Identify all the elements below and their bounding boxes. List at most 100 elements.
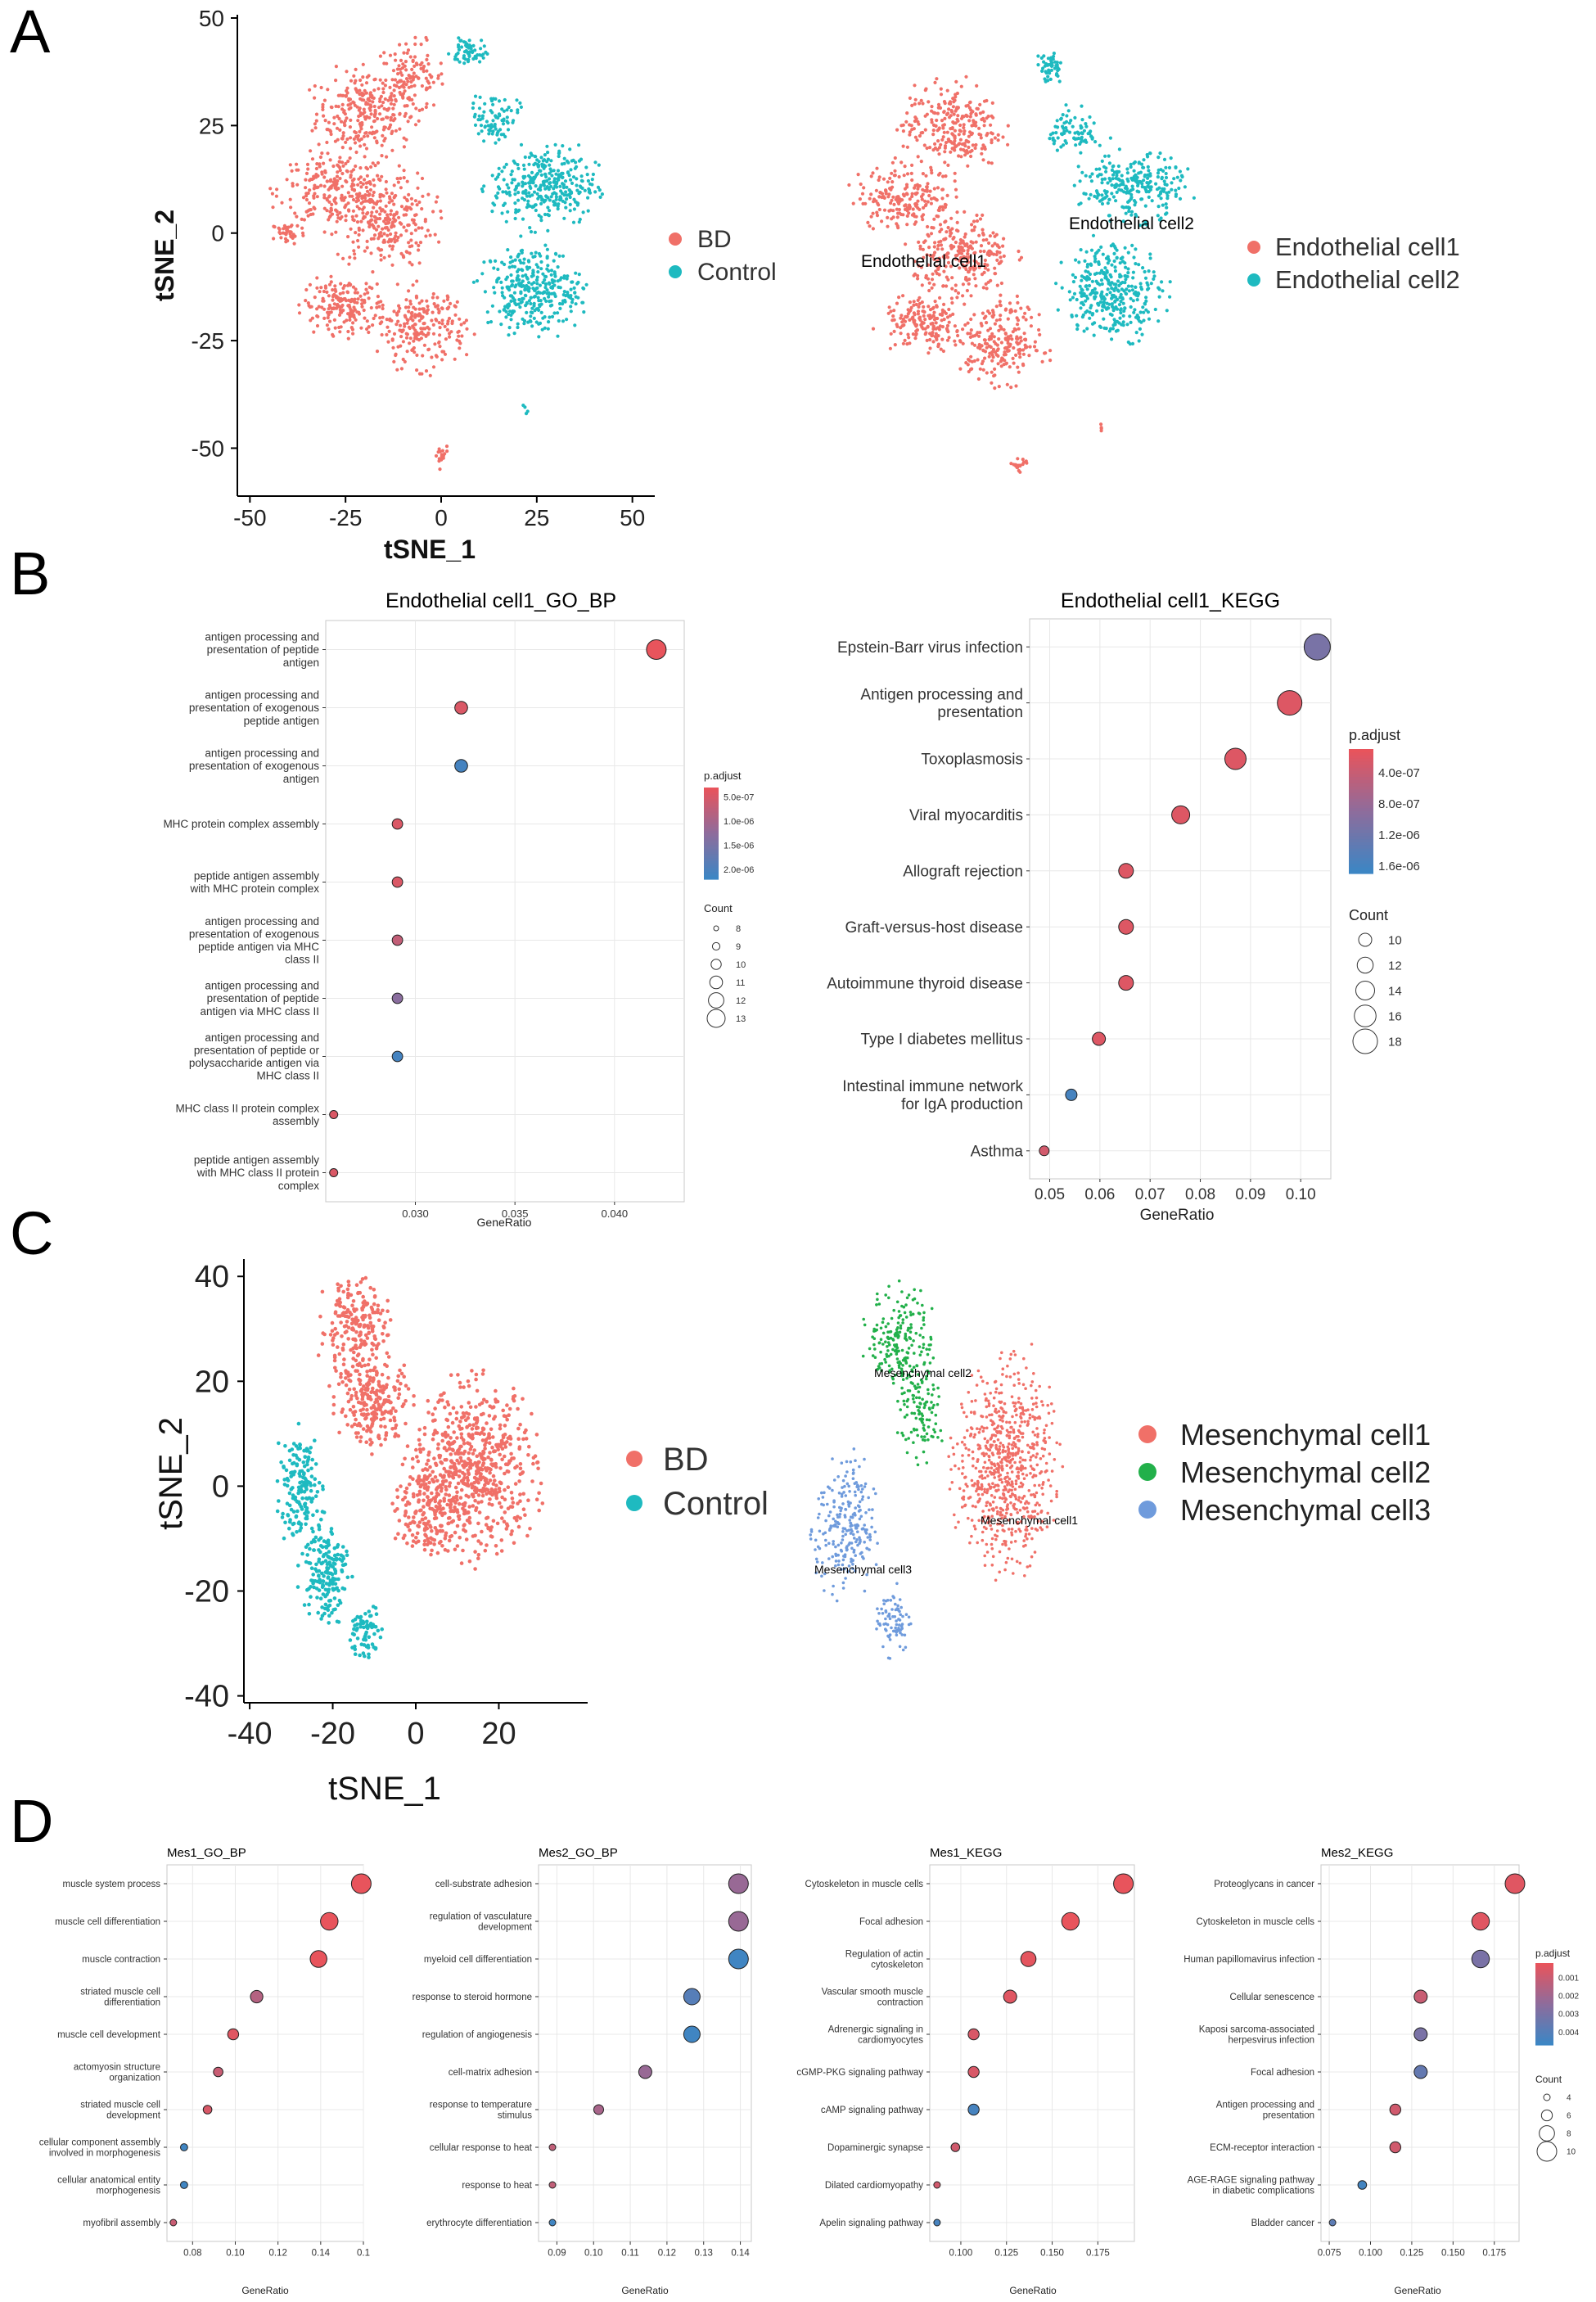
cell-point [1126,200,1130,204]
cell-point [962,123,966,127]
colorbar-step [1349,774,1373,778]
cell-point [375,1370,379,1375]
cell-point [954,240,958,245]
cell-point [391,345,395,350]
cell-point [1010,337,1014,341]
cell-point [556,334,560,338]
cell-point [329,310,333,314]
cell-point [974,142,978,147]
cell-point [457,45,461,49]
colorbar-label: 2.0e-06 [724,865,754,875]
cell-point [1039,56,1044,60]
cell-point [955,210,959,214]
cell-point [1143,276,1148,280]
cell-point [550,303,554,307]
cell-point [905,172,910,176]
cell-point [404,305,408,309]
cell-point [520,284,524,288]
cell-point [884,188,888,192]
cell-point [416,1459,421,1464]
cell-point [500,169,504,174]
cell-point [910,163,914,167]
cell-point [981,286,985,290]
cell-point [447,332,452,336]
cell-point [354,131,358,135]
cell-point [919,98,923,102]
cell-point [581,300,585,305]
cell-point [419,336,424,341]
cell-point [455,1523,460,1528]
cell-point [354,1358,358,1363]
cell-point [346,329,350,334]
cell-point [361,1313,366,1318]
cell-point [1183,185,1187,189]
cell-point [372,178,376,182]
cell-point [304,299,308,303]
cell-point [972,119,976,123]
cell-point [942,130,946,134]
cell-point [925,185,929,189]
cell-point [437,321,441,325]
cell-point [977,334,981,338]
cell-point [510,169,514,174]
cell-point [558,184,562,188]
cell-point [541,281,545,285]
category-label-allograft-rejection: Allograft rejection [903,863,1023,880]
cell-point [357,245,361,249]
cell-point [521,279,525,283]
cell-point [945,338,950,342]
cell-point [1097,303,1101,307]
cell-point [892,202,896,206]
cell-point [370,199,375,203]
cell-point [453,357,457,361]
cell-point [371,100,375,104]
cell-point [954,79,958,84]
cell-point [369,218,374,222]
cell-point [501,190,505,194]
cell-point [521,274,525,278]
cell-point [425,299,429,303]
cell-point [939,142,943,147]
cell-point [505,183,509,187]
cell-point [529,301,533,306]
count-label: 11 [736,978,745,988]
cell-point [354,1417,358,1422]
cell-point [1048,359,1053,363]
cell-point [958,259,962,263]
cell-point [1161,189,1165,193]
cell-point [527,281,531,285]
cell-point [954,283,958,287]
cell-point [945,255,950,260]
cell-point [375,301,379,305]
cell-point [536,296,540,300]
cell-point [337,313,342,317]
cluster-endothelial-cell1-4 [953,294,1053,390]
cell-point [376,246,381,251]
cell-point [359,1388,364,1392]
cell-point [1108,291,1112,295]
cell-point [314,166,318,171]
cell-point [1178,196,1183,201]
cell-point [557,254,561,258]
cell-point [519,234,523,238]
cell-point [520,300,524,304]
cell-point [368,187,372,192]
cell-point [1085,309,1089,314]
cell-point [322,316,327,320]
cell-point [398,111,402,115]
cell-point [1023,311,1027,315]
cluster-endothelial-cell1-5 [1009,457,1029,474]
cell-point [931,331,935,335]
cell-point [493,291,497,295]
cell-point [549,159,553,163]
cell-point [1098,271,1102,275]
cell-point [355,1353,360,1358]
cell-point [966,164,970,168]
cell-point [387,195,392,199]
cell-point [337,305,341,309]
colorbar-step [1349,855,1373,859]
cell-point [437,459,441,463]
cell-point [343,205,347,209]
cell-point [516,268,521,272]
cell-point [1086,276,1091,280]
